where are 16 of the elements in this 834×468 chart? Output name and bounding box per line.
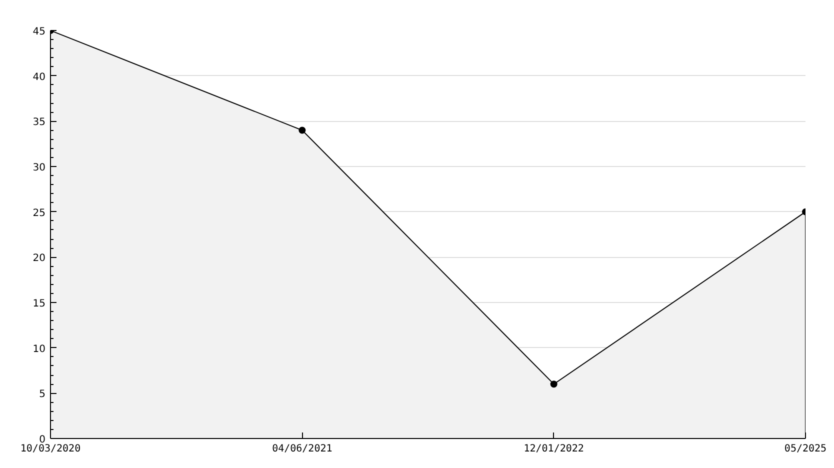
y-tick-label: 15 xyxy=(32,298,46,310)
y-tick-label: 5 xyxy=(39,389,46,400)
y-tick-label: 30 xyxy=(32,162,46,174)
y-tick-label: 40 xyxy=(32,72,46,83)
point xyxy=(298,126,306,134)
x-tick-label: 05/2025 xyxy=(784,444,827,454)
point xyxy=(550,380,558,388)
y-tick-label: 10 xyxy=(32,344,46,355)
y-tick-label: 0 xyxy=(39,434,46,446)
y-tick-label: 35 xyxy=(32,117,46,128)
y-tick-label: 25 xyxy=(32,208,46,219)
x-tick-label: 10/03/2020 xyxy=(20,444,81,454)
y-tick-label: 45 xyxy=(32,26,46,38)
y-tick-label: 20 xyxy=(32,253,46,264)
x-tick-label: 04/06/2021 xyxy=(272,444,332,454)
x-tick-label: 12/01/2022 xyxy=(524,444,584,454)
